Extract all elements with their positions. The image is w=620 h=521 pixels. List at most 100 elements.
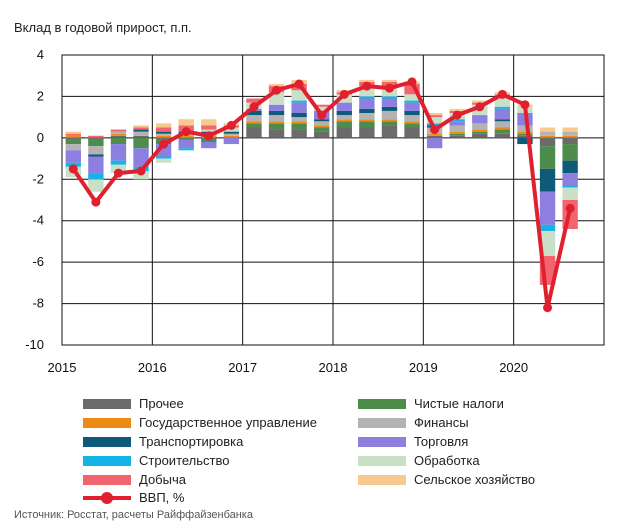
bar-segment	[246, 115, 262, 122]
gdp-point	[159, 139, 169, 149]
bar-segment	[201, 139, 217, 142]
bar-segment	[426, 133, 443, 136]
bar-segment	[426, 115, 443, 118]
bar-segment	[517, 133, 533, 136]
bar-segment	[336, 127, 352, 138]
bar-segment	[517, 135, 533, 138]
gdp-point	[136, 166, 146, 176]
bar-segment	[359, 113, 375, 120]
bar-segment	[155, 135, 172, 138]
gdp-point	[249, 102, 259, 112]
bar-segment	[268, 123, 285, 130]
bar-segment	[472, 100, 488, 103]
bar-segment	[359, 79, 375, 82]
bar-segment	[404, 102, 420, 111]
bar-segment	[381, 106, 398, 111]
bar-segment	[426, 135, 443, 138]
bar-segment	[539, 146, 556, 169]
bar-segment	[494, 129, 511, 134]
bar-segment	[381, 110, 398, 120]
y-tick-label: -2	[32, 171, 44, 186]
x-year-label: 2017	[228, 360, 257, 375]
legend-label-gdp: ВВП, %	[139, 490, 185, 505]
bar-segment	[336, 119, 352, 122]
bar-segment	[539, 131, 556, 136]
bar-segment	[494, 106, 511, 109]
legend-label-transport: Транспортировка	[139, 434, 244, 449]
gdp-point	[91, 197, 101, 207]
bar-segment	[133, 129, 149, 132]
legend-label-other: Прочее	[139, 396, 184, 411]
chart-title: Вклад в годовой прирост, п.п.	[14, 20, 192, 35]
bar-segment	[110, 131, 127, 134]
bar-segment	[65, 135, 81, 138]
bar-segment	[155, 133, 172, 136]
gdp-point	[543, 303, 553, 313]
bar-segment	[562, 137, 578, 145]
x-year-label: 2020	[499, 360, 528, 375]
bar-segment	[65, 131, 81, 134]
bar-segment	[155, 131, 172, 134]
bar-segment	[291, 117, 307, 122]
y-tick-label: -4	[32, 213, 44, 228]
bar-segment	[562, 173, 578, 186]
gdp-point	[226, 120, 236, 130]
gdp-point	[113, 168, 123, 178]
bar-segment	[291, 113, 307, 118]
bar-segment	[291, 102, 307, 113]
bar-segment	[133, 131, 149, 136]
bar-segment	[268, 110, 285, 116]
legend-swatch-construction	[83, 455, 131, 466]
bar-segment	[314, 131, 330, 138]
bar-segment	[88, 179, 104, 192]
bar-segment	[494, 121, 511, 128]
bar-segment	[133, 148, 149, 167]
bar-segment	[155, 158, 172, 163]
bar-segment	[359, 86, 375, 97]
bar-segment	[517, 131, 533, 134]
legend-item-manufacturing: Обработка	[358, 453, 480, 468]
bar-segment	[314, 104, 330, 107]
legend-item-finance: Финансы	[358, 415, 469, 430]
x-year-label: 2015	[48, 360, 77, 375]
bar-segment	[291, 121, 307, 124]
bar-segment	[494, 119, 511, 122]
y-tick-label: 0	[37, 130, 44, 145]
legend-item-transport: Транспортировка	[83, 434, 243, 449]
bar-segment	[246, 127, 262, 138]
x-axis-year-labels: 2015 2016 2017 2018 2019 2020	[48, 360, 529, 375]
gdp-point	[384, 83, 394, 93]
bar-segment	[110, 129, 127, 132]
bar-segment	[562, 187, 578, 200]
bar-segment	[381, 125, 398, 138]
bar-segment	[426, 137, 443, 149]
bar-segment	[449, 131, 465, 134]
bar-segment	[562, 131, 578, 136]
bar-segment	[539, 168, 556, 192]
gdp-point	[497, 89, 507, 99]
gdp-point	[452, 110, 462, 120]
bar-segment	[223, 135, 240, 138]
bar-segment	[291, 123, 307, 130]
bar-segment	[133, 135, 149, 138]
bar-segment	[178, 148, 194, 151]
bar-segment	[562, 135, 578, 138]
bar-segment	[404, 94, 420, 101]
bar-segment	[449, 125, 465, 132]
bar-segment	[201, 119, 217, 126]
bar-segment	[88, 146, 104, 155]
bar-segment	[359, 121, 375, 128]
bar-segment	[404, 110, 420, 116]
legend-swatch-transport	[83, 436, 131, 447]
bar-segment	[65, 144, 81, 151]
legend-swatch-government	[83, 417, 131, 428]
bar-segment	[155, 123, 172, 128]
bar-segment	[291, 129, 307, 138]
bar-segment	[539, 135, 556, 138]
bar-segment	[426, 123, 443, 126]
bar-segment	[426, 113, 443, 116]
bar-segment	[314, 121, 330, 126]
gdp-point	[272, 85, 282, 95]
bar-segment	[291, 100, 307, 103]
legend-label-manufacturing: Обработка	[414, 453, 480, 468]
